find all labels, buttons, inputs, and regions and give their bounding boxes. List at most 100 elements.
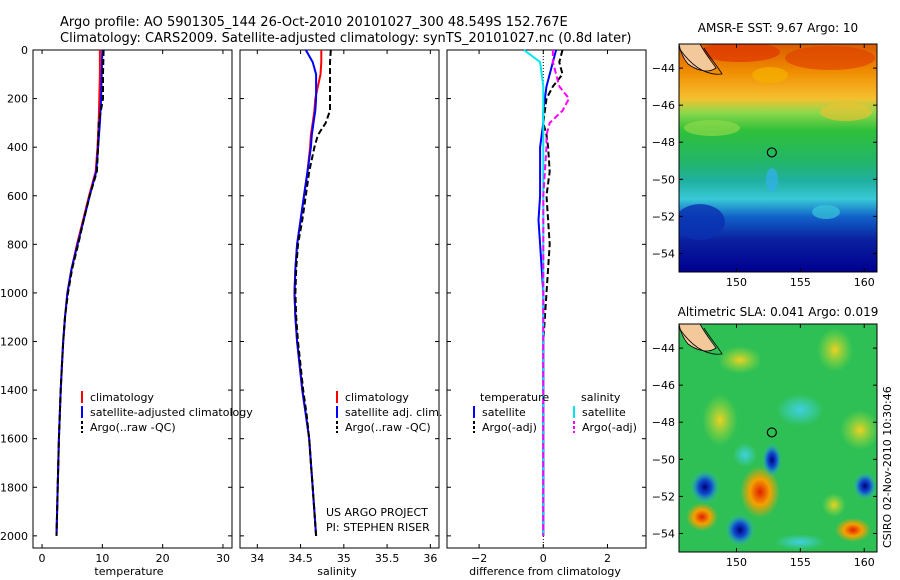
y-tick-label: 800 <box>7 238 28 251</box>
y-tick-label: −52 <box>652 490 675 503</box>
series-line-climatology <box>55 50 101 536</box>
series-line-climatology <box>293 50 323 536</box>
y-tick-label: 200 <box>7 93 28 106</box>
coast-contour <box>679 47 723 75</box>
argo-float-marker <box>766 147 777 158</box>
y-tick-label: −50 <box>652 173 675 186</box>
x-tick-label: 34.5 <box>288 552 313 565</box>
sla-low-eddy <box>762 443 782 477</box>
sla-positive-anomaly <box>702 394 738 446</box>
sst-mid-patch <box>684 120 740 136</box>
y-tick-label: 1200 <box>0 336 28 349</box>
difference-axes <box>446 49 647 549</box>
x-tick-label: 30 <box>216 552 230 565</box>
sla-positive-anomaly <box>840 410 877 450</box>
x-tick-label: 155 <box>790 556 811 569</box>
x-tick-label: −2 <box>471 552 487 565</box>
sla-high-eddy <box>686 503 718 531</box>
series-line-temperature-satellite <box>537 49 558 536</box>
y-tick-label: −54 <box>652 527 675 540</box>
series-line-satellite-adjusted-climatology <box>55 49 104 536</box>
sla-map-frame <box>678 323 878 553</box>
y-tick-label: −46 <box>652 99 675 112</box>
figure-title-line1: Argo profile: AO 5901305_144 26-Oct-2010… <box>60 15 568 30</box>
x-tick-label: 155 <box>790 276 811 289</box>
legend-label-climatology: climatology <box>90 391 154 404</box>
legend-label-argo: Argo(..raw -QC) <box>90 421 176 434</box>
x-tick-label: 2 <box>604 552 611 565</box>
series-line-satellite-adj-clim- <box>293 49 318 536</box>
sla-positive-anomaly <box>817 328 853 372</box>
sla-negative-anomaly <box>776 394 824 426</box>
sla-low-eddy <box>690 470 720 504</box>
y-tick-label: 600 <box>7 190 28 203</box>
x-tick-label: 0 <box>39 552 46 565</box>
sst-cool-eddy <box>766 168 778 192</box>
legend-header-salinity: salinity <box>581 391 621 404</box>
sla-positive-anomaly <box>822 493 846 517</box>
legend-label-temp-satellite: satellite <box>482 406 526 419</box>
y-tick-label: −44 <box>652 62 675 75</box>
x-tick-label: 10 <box>95 552 109 565</box>
series-line-argo-raw-qc- <box>55 49 105 536</box>
difference-xlabel: difference from climatology <box>469 565 621 578</box>
project-line2: PI: STEPHEN RISER <box>326 521 430 534</box>
sst-mid-patch <box>820 103 872 121</box>
y-tick-label: −54 <box>652 247 675 260</box>
y-tick-label: 400 <box>7 141 28 154</box>
x-tick-label: 35.5 <box>375 552 400 565</box>
x-tick-label: 150 <box>726 556 747 569</box>
temperature-axes <box>32 49 233 549</box>
sst-map-field <box>679 44 877 272</box>
legend-label-sal-satellite: satellite <box>582 406 626 419</box>
x-tick-label: 35 <box>337 552 351 565</box>
salinity-plot: 34 34.5 35 35.5 36 <box>240 49 439 565</box>
y-tick-label: −52 <box>652 210 675 223</box>
series-line-temperature-argo-adj- <box>542 49 564 536</box>
y-tick-label: −44 <box>652 342 675 355</box>
argo-float-marker <box>766 427 777 438</box>
y-tick-label: −48 <box>652 416 675 429</box>
x-tick-label: 36 <box>423 552 437 565</box>
legend-label-climatology: climatology <box>345 391 409 404</box>
sst-cold-patch <box>679 204 725 240</box>
x-tick-label: 34 <box>250 552 264 565</box>
sla-map-field <box>679 324 877 552</box>
x-tick-label: 150 <box>726 276 747 289</box>
figure-title-line2: Climatology: CARS2009. Satellite-adjuste… <box>60 31 632 46</box>
x-tick-label: 20 <box>156 552 170 565</box>
legend-label-temp-argo: Argo(-adj) <box>482 421 537 434</box>
salinity-axes <box>239 49 440 549</box>
sst-warm-patch <box>785 46 875 70</box>
legend-label-satellite: satellite adj. clim. <box>345 406 442 419</box>
legend-label-argo: Argo(..raw -QC) <box>345 421 431 434</box>
sla-positive-anomaly <box>718 346 762 374</box>
sla-low-eddy <box>725 514 755 546</box>
sst-warm-patch <box>752 67 788 83</box>
sla-negative-anomaly <box>733 443 757 467</box>
legend-label-sal-argo: Argo(-adj) <box>582 421 637 434</box>
y-tick-label: 1000 <box>0 287 28 300</box>
y-tick-label: 2000 <box>0 530 28 543</box>
credit-stamp: CSIRO 02-Nov-2010 10:30:46 <box>881 386 894 548</box>
series-line-salinity-satellite <box>523 49 545 536</box>
legend-label-satellite: satellite-adjusted climatology <box>90 406 253 419</box>
x-tick-label: 160 <box>854 276 875 289</box>
sst-map-title: AMSR-E SST: 9.67 Argo: 10 <box>698 21 858 35</box>
salinity-xlabel: salinity <box>317 565 357 578</box>
sla-low-eddy <box>853 472 877 500</box>
y-tick-label: −50 <box>652 453 675 466</box>
temperature-plot: 0 10 20 30 0 200 400 600 800 1000 1200 1400 1600 1800… <box>0 44 232 565</box>
y-tick-label: −48 <box>652 136 675 149</box>
difference-legend: temperature satellite Argo(-adj) salinit… <box>473 391 637 434</box>
difference-plot: −2 0 2 <box>447 49 646 565</box>
legend-header-temperature: temperature <box>480 391 549 404</box>
y-tick-label: 1400 <box>0 384 28 397</box>
sla-map-title: Altimetric SLA: 0.041 Argo: 0.019 <box>678 305 879 319</box>
series-line-salinity-argo-adj- <box>542 50 571 536</box>
sla-high-eddy <box>740 466 780 518</box>
x-tick-label: 0 <box>540 552 547 565</box>
sst-map-frame <box>678 43 878 273</box>
salinity-legend: climatology satellite adj. clim. Argo(..… <box>336 391 442 434</box>
